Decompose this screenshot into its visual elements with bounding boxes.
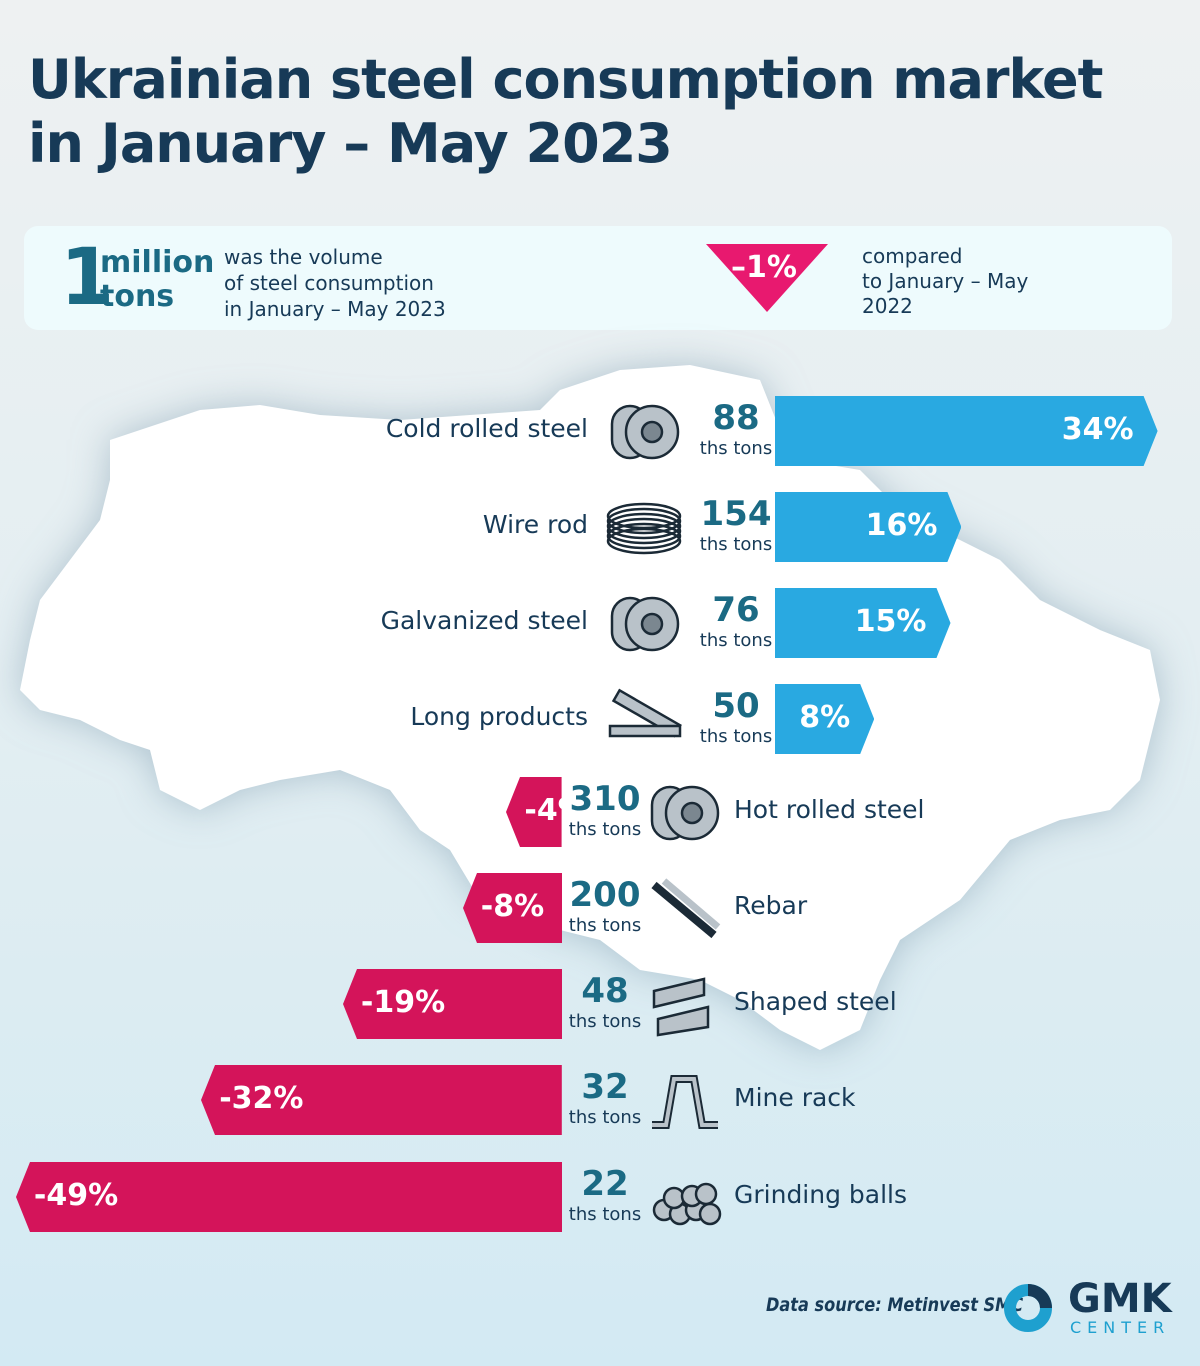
- bar-shape: [15, 1162, 562, 1232]
- coil-icon: [604, 398, 684, 464]
- volume-unit: ths tons: [568, 1107, 642, 1128]
- volume-value: 32: [581, 1067, 629, 1107]
- change-label: -8%: [480, 889, 545, 924]
- change-label: 34%: [1061, 412, 1134, 447]
- gmk-logo-icon: [1004, 1284, 1052, 1332]
- bar-negative: [462, 873, 562, 943]
- bar-row: -8% 200 ths tons Rebar: [0, 873, 1200, 943]
- category-label: Rebar: [734, 891, 808, 920]
- bar-negative: [342, 969, 562, 1039]
- logo-text: GMK: [1068, 1276, 1172, 1322]
- volume-unit: ths tons: [699, 630, 773, 651]
- change-label: -19%: [360, 985, 446, 1020]
- category-label: Wire rod: [482, 510, 588, 539]
- bar-row: -4% 310 ths tons Hot rolled steel: [0, 777, 1200, 847]
- bar-shape: [506, 777, 562, 847]
- category-label: Galvanized steel: [380, 606, 588, 635]
- summary-description: was the volume of steel consumption in Jan…: [224, 245, 446, 321]
- volume-value: 22: [581, 1164, 629, 1204]
- summary-value: 1: [60, 233, 115, 323]
- title-line-2: in January – May 2023: [28, 112, 673, 175]
- volume-unit: ths tons: [699, 726, 773, 747]
- hot-rolled-coil-icon: [644, 779, 724, 845]
- volume-value: 76: [712, 590, 760, 630]
- category-label: Shaped steel: [734, 987, 897, 1016]
- bar-negative: [15, 1162, 562, 1232]
- volume-unit: ths tons: [699, 438, 773, 459]
- down-triangle-icon: [706, 244, 828, 312]
- data-source: Data source: Metinvest SMC: [766, 1294, 1024, 1316]
- wire-coil-icon: [604, 494, 684, 560]
- volume-unit: ths tons: [568, 1011, 642, 1032]
- bar-row: -32% 32 ths tons Mine rack: [0, 1065, 1200, 1135]
- summary-compare: compared to January – May 2022: [862, 244, 1029, 318]
- long-products-icon: [604, 686, 684, 752]
- bar-negative: [201, 1065, 562, 1135]
- bar-shape: [775, 492, 962, 562]
- volume-value: 48: [581, 971, 629, 1011]
- bar-negative: [506, 777, 562, 847]
- bar-shape: [462, 873, 562, 943]
- change-label: 16%: [865, 508, 938, 543]
- volume-value: 200: [569, 875, 641, 915]
- mine-rack-icon: [644, 1067, 724, 1133]
- bar-positive: [775, 588, 951, 658]
- bar-positive: [775, 684, 875, 754]
- change-label: 8%: [799, 700, 851, 735]
- bar-shape: [775, 684, 875, 754]
- bar-row: 16% 154 ths tons Wire rod: [0, 492, 1200, 562]
- bar-row: -19% 48 ths tons Shaped steel: [0, 969, 1200, 1039]
- volume-value: 310: [569, 779, 641, 819]
- bar-positive: [775, 396, 1158, 466]
- bar-row: 8% 50 ths tons Long products: [0, 684, 1200, 754]
- change-label: -32%: [219, 1081, 304, 1116]
- volume-unit: ths tons: [568, 819, 642, 840]
- rebar-icon: [644, 875, 724, 941]
- bar-shape: [201, 1065, 562, 1135]
- grinding-balls-icon: [644, 1164, 724, 1230]
- category-label: Long products: [410, 702, 588, 731]
- volume-value: 50: [712, 686, 760, 726]
- bar-positive: [775, 492, 962, 562]
- change-label: -4%: [524, 793, 588, 828]
- volume-value: 154: [700, 494, 772, 534]
- volume-unit: ths tons: [699, 534, 773, 555]
- bar-shape: [775, 396, 1158, 466]
- category-label: Mine rack: [734, 1083, 856, 1112]
- volume-unit: ths tons: [568, 915, 642, 936]
- bar-row: -49% 22 ths tons Grinding balls: [0, 1162, 1200, 1232]
- bar-shape: [775, 588, 951, 658]
- volume-value: 88: [712, 398, 760, 438]
- category-label: Hot rolled steel: [734, 795, 925, 824]
- logo-subtext: CENTER: [1070, 1318, 1171, 1337]
- summary-change: –1%: [731, 250, 797, 285]
- page-title: Ukrainian steel consumption market in Jan…: [28, 48, 1103, 176]
- bar-row: 34% 88 ths tons Cold rolled steel: [0, 396, 1200, 466]
- bar-shape: [342, 969, 562, 1039]
- change-label: -49%: [33, 1178, 119, 1213]
- category-label: Grinding balls: [734, 1180, 908, 1209]
- summary-unit: million tons: [100, 245, 215, 314]
- change-label: 15%: [854, 604, 927, 639]
- shaped-steel-icon: [644, 971, 724, 1037]
- bar-row: 15% 76 ths tons Galvanized steel: [0, 588, 1200, 658]
- coil-icon: [604, 590, 684, 656]
- title-line-1: Ukrainian steel consumption market: [28, 48, 1103, 111]
- volume-unit: ths tons: [568, 1204, 642, 1225]
- category-label: Cold rolled steel: [385, 414, 588, 443]
- summary-panel: [24, 226, 1172, 330]
